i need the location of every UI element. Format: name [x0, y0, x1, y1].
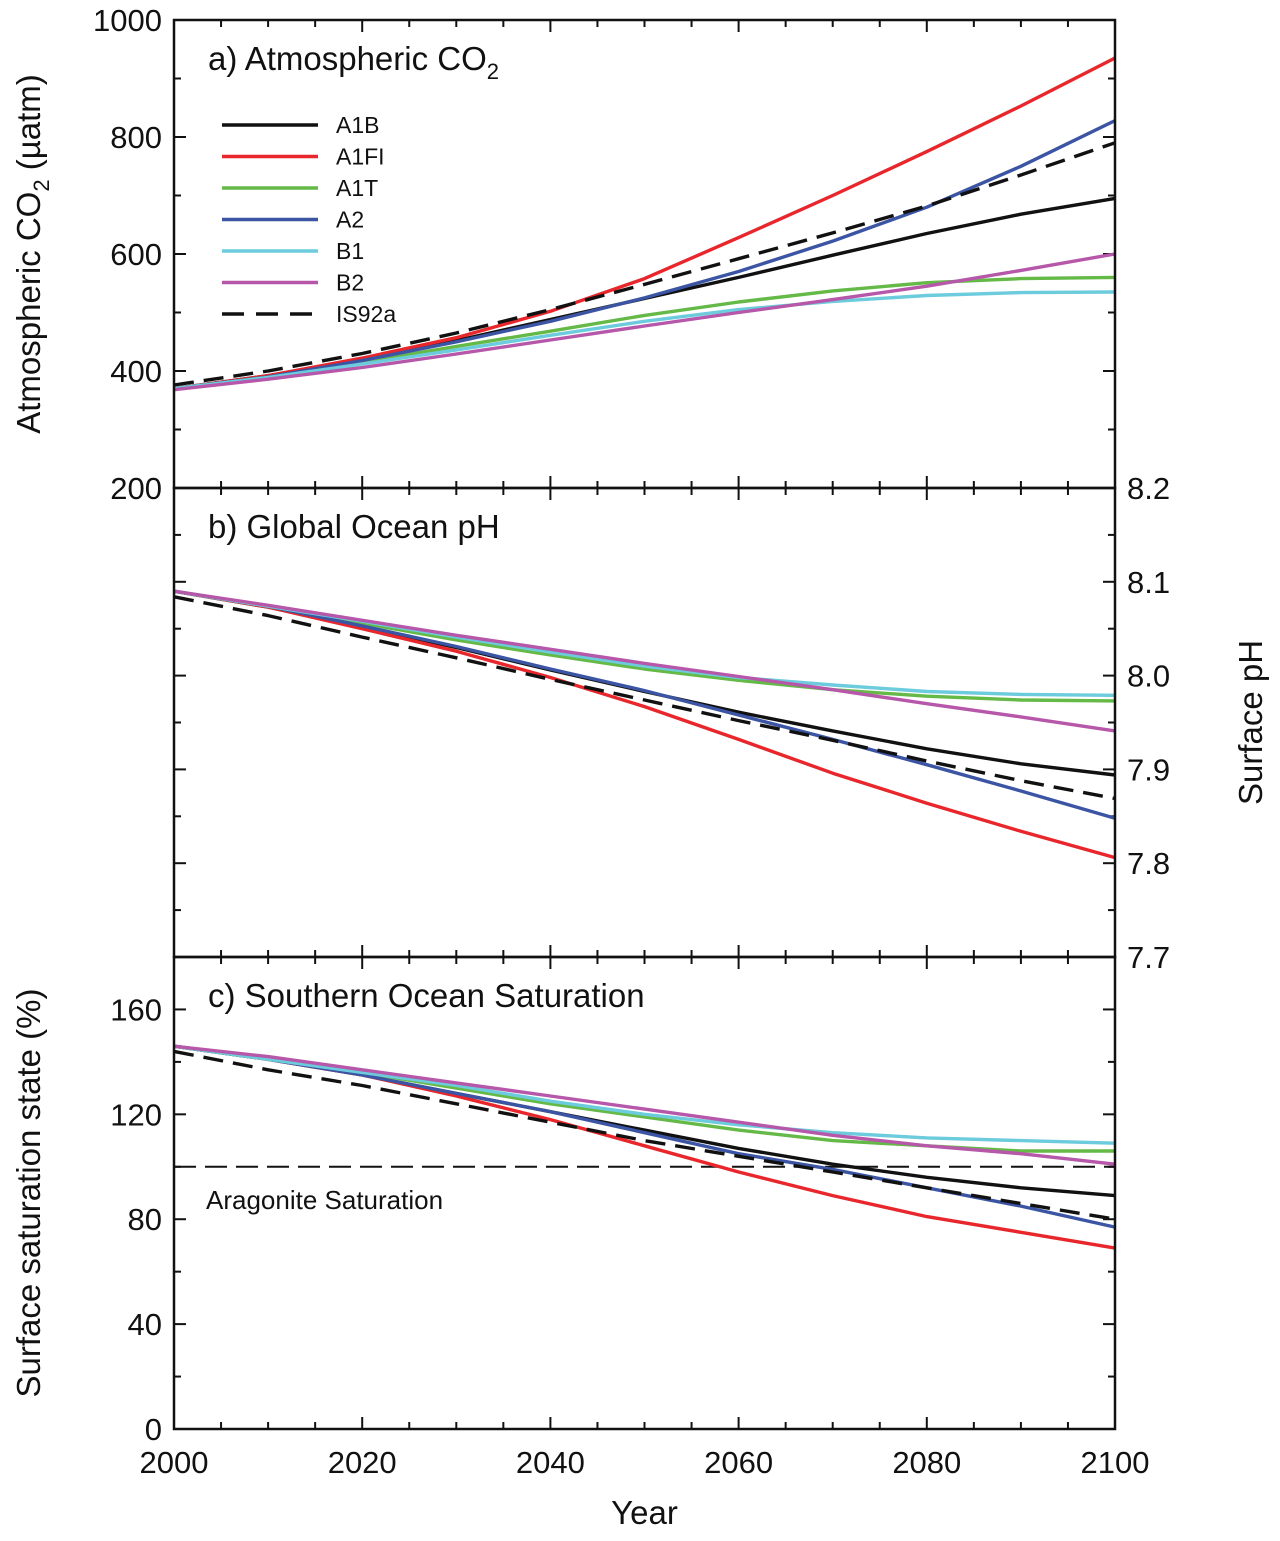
- panel-c-ytick-label: 80: [128, 1202, 162, 1237]
- panel-b-series-B1: [173, 589, 1116, 697]
- legend-label-B2: B2: [336, 270, 364, 296]
- panel-frames: [172, 18, 1117, 1431]
- panel-b-frame: [172, 486, 1117, 959]
- legend-label-A1T: A1T: [336, 175, 378, 201]
- panel-a-ytick-label: 1000: [93, 3, 162, 38]
- panel-b-series-B2: [173, 589, 1116, 733]
- panel-a-ytick-label: 600: [110, 237, 162, 272]
- panel-b-series-A2: [173, 589, 1116, 820]
- panel-b-series-A1T: [173, 589, 1116, 703]
- panel-b-ytick-label: 7.9: [1127, 752, 1170, 787]
- xtick-label: 2080: [892, 1445, 961, 1480]
- panel-c-ytick-label: 0: [145, 1412, 162, 1447]
- panel-b-series-IS92a: [173, 595, 1116, 801]
- panel-a-series-A2: [173, 119, 1116, 391]
- x-axis-label: Year: [611, 1494, 678, 1531]
- panel-c-ytick-label: 160: [110, 992, 162, 1027]
- xtick-label: 2060: [704, 1445, 773, 1480]
- panel-c-title: c) Southern Ocean Saturation: [208, 977, 645, 1014]
- panel-b-series-A1FI: [173, 589, 1116, 860]
- panel-b-ytick-label: 7.7: [1127, 940, 1170, 975]
- xtick-label: 2000: [140, 1445, 209, 1480]
- panel-b-ytick-label: 8.2: [1127, 471, 1170, 506]
- panel-c-series-B2: [173, 1044, 1116, 1166]
- legend: A1B A1FI A1T A2 B1 B2 IS92a: [222, 112, 396, 327]
- panel-b-ytick-label: 8.0: [1127, 659, 1170, 694]
- panel-b-ytick-label: 7.8: [1127, 846, 1170, 881]
- panel-b-title: b) Global Ocean pH: [208, 508, 500, 545]
- panel-a-series-B1: [173, 290, 1116, 391]
- panel-c-ytick-label: 40: [128, 1307, 162, 1342]
- aragonite-saturation-label: Aragonite Saturation: [206, 1185, 443, 1215]
- panel-c-frame: [172, 955, 1117, 1431]
- panel-a-ylabel: Atmospheric CO2 (µatm): [10, 74, 54, 434]
- legend-label-IS92a: IS92a: [336, 301, 396, 327]
- panel-b-ytick-label: 8.1: [1127, 565, 1170, 600]
- panel-b-ylabel-right: Surface pH: [1232, 640, 1269, 805]
- xtick-label: 2100: [1081, 1445, 1150, 1480]
- panel-a-ytick-label: 400: [110, 354, 162, 389]
- legend-label-B1: B1: [336, 238, 364, 264]
- legend-label-A1B: A1B: [336, 112, 379, 138]
- panel-c-ylabel: Surface saturation state (%): [10, 988, 47, 1397]
- axis-ticks: [173, 19, 1116, 1430]
- panel-a-frame: [172, 18, 1117, 490]
- panel-a-series-A1FI: [173, 56, 1116, 391]
- panel-a-ytick-label: 800: [110, 120, 162, 155]
- xtick-label: 2020: [328, 1445, 397, 1480]
- panel-c-series-IS92a: [173, 1049, 1116, 1221]
- panel-a-series-IS92a: [173, 141, 1116, 387]
- panel-a-title: a) Atmospheric CO2: [208, 40, 499, 84]
- panel-c-ytick-label: 120: [110, 1097, 162, 1132]
- panel-a-series-B2: [173, 252, 1116, 392]
- series-lines: [173, 56, 1116, 1250]
- legend-label-A1FI: A1FI: [336, 144, 385, 170]
- panel-c-series-B1: [173, 1044, 1116, 1145]
- panel-a-ytick-label: 200: [110, 471, 162, 506]
- legend-label-A2: A2: [336, 207, 364, 233]
- xtick-label: 2040: [516, 1445, 585, 1480]
